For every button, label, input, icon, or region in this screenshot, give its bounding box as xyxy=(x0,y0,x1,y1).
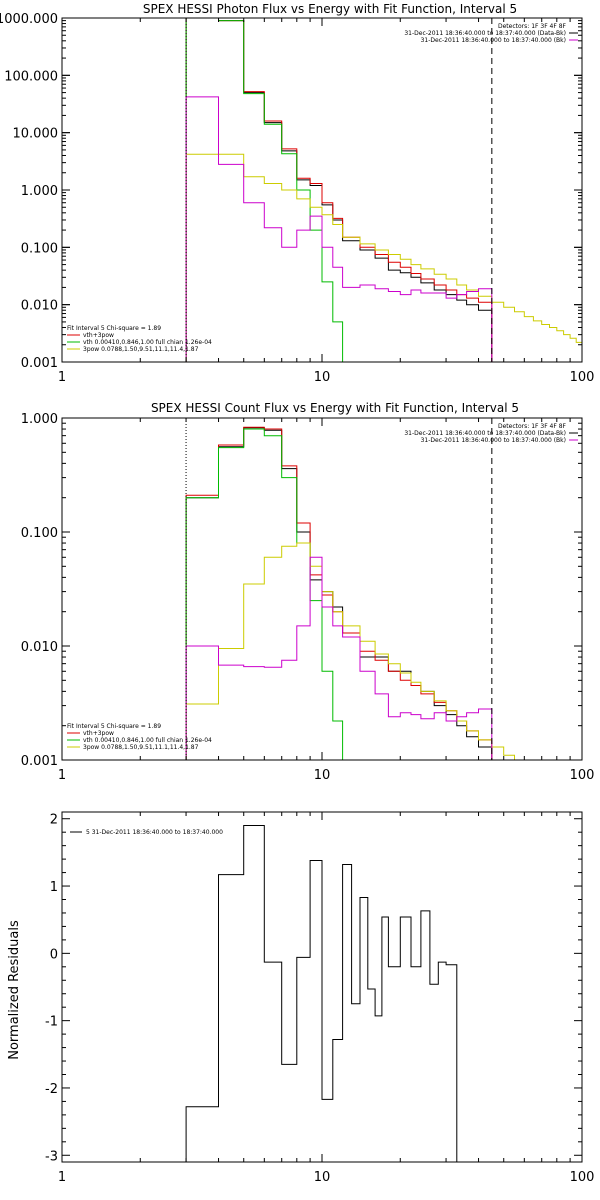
panel1-ytick-label-4: 1.000 xyxy=(21,184,58,199)
panel3-ytick-label-4: 0 xyxy=(50,947,58,962)
panel2-title: SPEX HESSI Count Flux vs Energy with Fit… xyxy=(151,401,519,415)
panel2-xtick-label-2: 10 xyxy=(314,768,331,783)
panel3-ytick-label-3: -1 xyxy=(45,1015,58,1030)
panel3-ylabel: Normalized Residuals xyxy=(7,920,22,1060)
panel1-xtick-label-3: 100 xyxy=(570,370,595,385)
panel1-ytick-label-1: 0.001 xyxy=(21,356,58,371)
panel3-ytick-label-2: -2 xyxy=(45,1082,58,1097)
panel1-ytick-label-7: 1000.000 xyxy=(0,12,58,27)
panel2-series-3 xyxy=(185,428,352,761)
panel2-legend-bl-1: Fit Interval 5 Chi-square = 1.89 xyxy=(67,723,161,730)
panel1-title: SPEX HESSI Photon Flux vs Energy with Fi… xyxy=(143,2,517,16)
panel1-ytick-label-5: 10.000 xyxy=(13,127,59,142)
panel2-ytick-label-2: 0.010 xyxy=(21,640,58,655)
panel1-series-5 xyxy=(185,96,493,362)
panel3-xtick-label-3: 100 xyxy=(570,1170,595,1185)
panel2-xtick-label-1: 1 xyxy=(58,768,66,783)
panel1-ytick-label-6: 100.000 xyxy=(4,69,58,84)
panel2-legend-tr-3: 31-Dec-2011 18:36:40.000 to 18:37:40.000… xyxy=(421,437,566,444)
panel3-xtick-label-2: 10 xyxy=(314,1170,331,1185)
panel2-ytick-label-1: 0.001 xyxy=(21,754,58,769)
panel2-series-4 xyxy=(185,542,534,761)
panel2-ytick-label-4: 1.000 xyxy=(21,412,58,427)
panel1-legend-bl-3: vth 0.00410,0.846,1.00 full chian 1.26e-… xyxy=(83,339,212,346)
panel2-xtick-label-3: 100 xyxy=(570,768,595,783)
panel2-legend-tr-1: Detectors: 1F 3F 4F 8F xyxy=(498,423,567,430)
panel1-ytick-label-3: 0.100 xyxy=(21,241,58,256)
panel1-legend-bl-1: Fit Interval 5 Chi-square = 1.89 xyxy=(67,325,161,332)
panel1-ytick-label-2: 0.010 xyxy=(21,299,58,314)
panel1-series-3 xyxy=(185,17,360,363)
panel3-series-1 xyxy=(185,825,458,1162)
panel1-series-4 xyxy=(185,153,583,362)
panel2-legend-bl-2: vth+3pow xyxy=(83,730,114,737)
panel2-legend-bl-3: vth 0.00410,0.846,1.00 full chian 1.26e-… xyxy=(83,737,212,744)
panel3-ytick-label-6: 2 xyxy=(50,813,58,828)
panel2-legend-bl-4: 3pow 0.0788,1.50,9.51,11.1,11.4,1.87 xyxy=(83,744,199,751)
panel2-ytick-label-3: 0.100 xyxy=(21,526,58,541)
panel3-xtick-label-1: 1 xyxy=(58,1170,66,1185)
panel1-legend-tr-2: 31-Dec-2011 18:36:40.000 to 18:37:40.000… xyxy=(404,30,566,37)
panel2-series-5 xyxy=(185,556,493,760)
panel1-series-2 xyxy=(185,17,493,362)
panel1-xtick-label-1: 1 xyxy=(58,370,66,385)
panel1-legend-bl-4: 3pow 0.0788,1.50,9.51,11.1,11.4,1.87 xyxy=(83,346,199,353)
panel1-legend-tr-3: 31-Dec-2011 18:36:40.000 to 18:37:40.000… xyxy=(421,37,566,44)
panel1-xtick-label-2: 10 xyxy=(314,370,331,385)
panel2-legend-tr-2: 31-Dec-2011 18:36:40.000 to 18:37:40.000… xyxy=(404,430,566,437)
panel1-series-1 xyxy=(185,17,493,362)
panel3-ytick-label-1: -3 xyxy=(45,1149,58,1164)
panel3-ytick-label-5: 1 xyxy=(50,880,58,895)
panel1-legend-bl-2: vth+3pow xyxy=(83,332,114,339)
panel3-legend-tl-1: 5 31-Dec-2011 18:36:40.000 to 18:37:40.0… xyxy=(86,829,223,836)
panel1-legend-tr-1: Detectors: 1F 3F 4F 8F xyxy=(498,23,567,30)
